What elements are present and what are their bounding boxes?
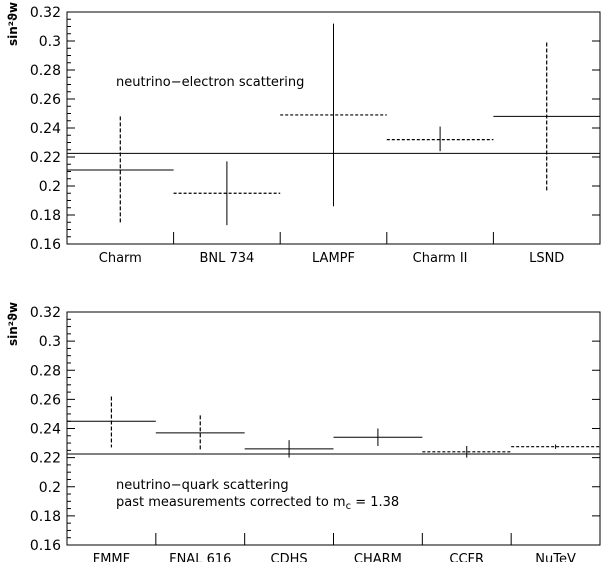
x-category-label: FNAL 616 xyxy=(169,552,231,562)
y-tick-label: 0.24 xyxy=(30,121,61,137)
y-tick-label: 0.32 xyxy=(30,5,61,21)
x-category-label: FMMF xyxy=(93,552,130,562)
annotation-main: past measurements corrected to m xyxy=(116,495,346,510)
annotation-subscript: c xyxy=(346,501,352,512)
annotation-text: neutrino−quark scattering xyxy=(116,478,289,493)
y-tick-label: 0.22 xyxy=(30,150,61,166)
chart-panel-2: 0.16 0.18 0.2 0.22 0.24 0.26 0.28 0.3 0.32 sin²ϑw… xyxy=(6,302,601,562)
y-tick-label: 0.3 xyxy=(39,334,61,350)
y-tick-label: 0.32 xyxy=(30,305,61,321)
y-tick-label: 0.16 xyxy=(30,237,61,253)
y-tick-label: 0.18 xyxy=(30,208,61,224)
annotation-text: neutrino−electron scattering xyxy=(116,75,304,90)
y-tick-label: 0.26 xyxy=(30,92,61,108)
y-tick-label: 0.24 xyxy=(30,422,61,438)
y-tick-label: 0.2 xyxy=(39,480,61,496)
plot-frame xyxy=(66,311,601,546)
y-tick-label: 0.16 xyxy=(30,538,61,554)
x-category-label: BNL 734 xyxy=(199,251,254,266)
chart-panel-1: 0.16 0.18 0.2 0.22 0.24 0.26 0.28 0.3 0.32 sin²ϑw… xyxy=(6,2,601,266)
x-category-label: LSND xyxy=(529,251,564,266)
x-category-label: Charm II xyxy=(413,251,468,266)
x-category-label: CHARM xyxy=(354,552,402,562)
y-tick-label: 0.22 xyxy=(30,451,61,467)
y-tick-label: 0.28 xyxy=(30,363,61,379)
x-category-label: NuTeV xyxy=(535,552,576,562)
annotation-text: past measurements corrected to mc = 1.38 xyxy=(116,495,399,512)
x-category-label: CCFR xyxy=(449,552,484,562)
y-axis-label: sin²ϑw xyxy=(6,302,20,346)
x-category-label: Charm xyxy=(99,251,142,266)
y-tick-label: 0.28 xyxy=(30,63,61,79)
y-tick-label: 0.26 xyxy=(30,392,61,408)
y-tick-label: 0.18 xyxy=(30,509,61,525)
x-category-label: LAMPF xyxy=(312,251,355,266)
y-tick-label: 0.2 xyxy=(39,179,61,195)
y-tick-label: 0.3 xyxy=(39,34,61,50)
x-category-label: CDHS xyxy=(271,552,308,562)
annotation-value: = 1.38 xyxy=(351,495,399,510)
y-axis-label: sin²ϑw xyxy=(6,2,20,46)
